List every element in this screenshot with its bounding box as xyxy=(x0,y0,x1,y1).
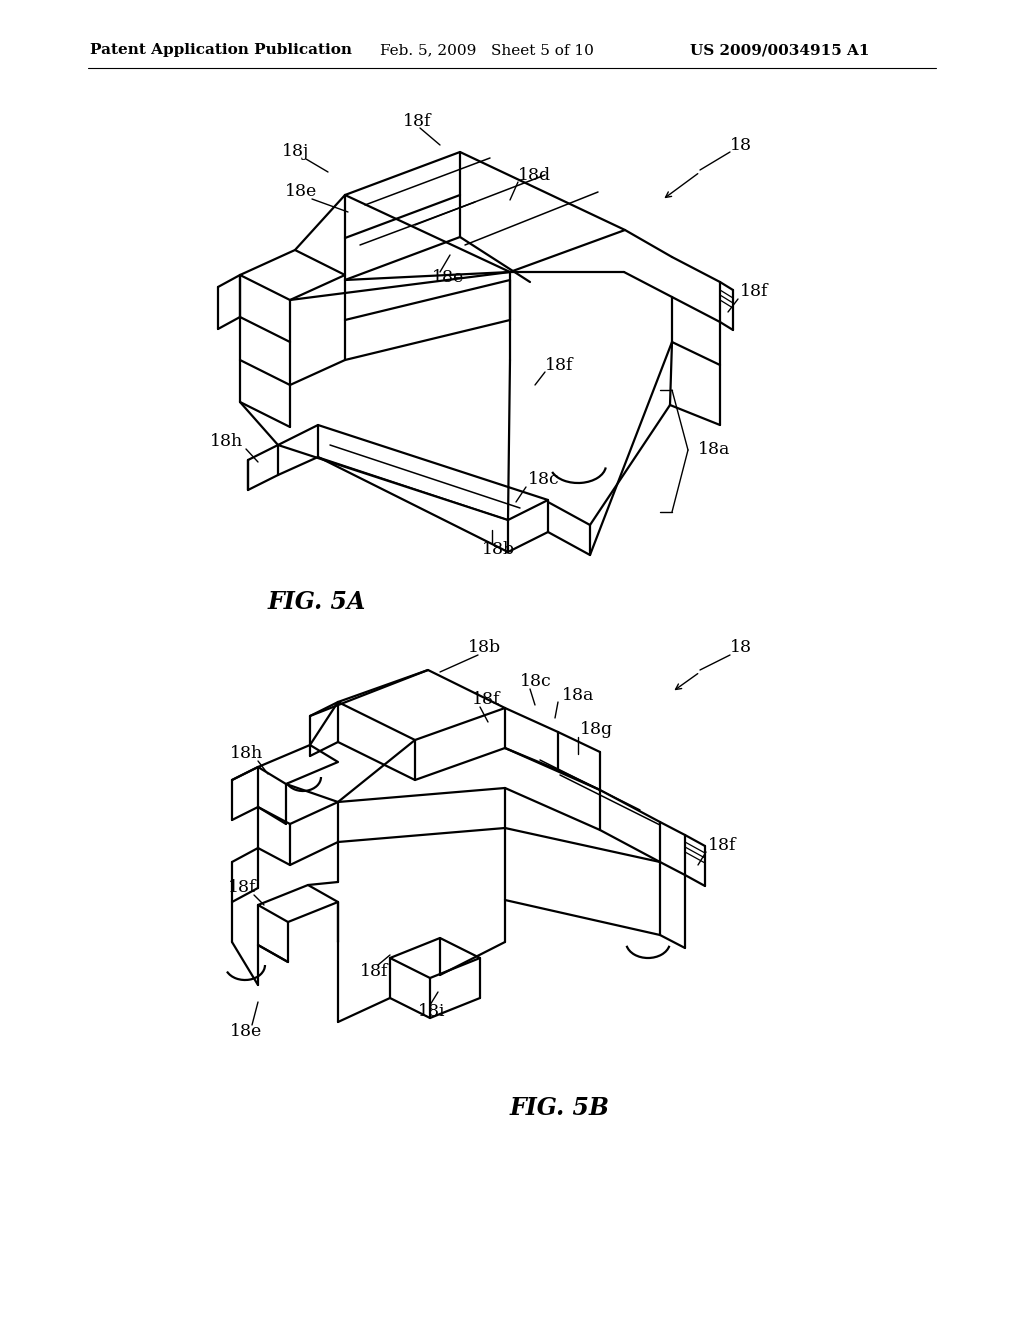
Text: Patent Application Publication: Patent Application Publication xyxy=(90,44,352,57)
Text: 18h: 18h xyxy=(210,433,244,450)
Text: 18b: 18b xyxy=(468,639,501,656)
Text: 18e: 18e xyxy=(432,269,464,286)
Text: Feb. 5, 2009   Sheet 5 of 10: Feb. 5, 2009 Sheet 5 of 10 xyxy=(380,44,594,57)
Text: US 2009/0034915 A1: US 2009/0034915 A1 xyxy=(690,44,869,57)
Text: 18f: 18f xyxy=(740,284,768,301)
Text: 18f: 18f xyxy=(708,837,736,854)
Text: 18c: 18c xyxy=(528,471,560,488)
Text: 18g: 18g xyxy=(580,722,613,738)
Text: 18c: 18c xyxy=(520,673,552,690)
Text: 18a: 18a xyxy=(562,686,594,704)
Text: 18a: 18a xyxy=(698,441,730,458)
Text: 18e: 18e xyxy=(230,1023,262,1040)
Text: 18b: 18b xyxy=(482,541,515,558)
Text: 18f: 18f xyxy=(545,356,573,374)
Text: 18j: 18j xyxy=(282,144,309,161)
Text: 18d: 18d xyxy=(518,166,551,183)
Text: 18e: 18e xyxy=(285,183,317,201)
Text: 18: 18 xyxy=(730,136,752,153)
Text: 18i: 18i xyxy=(418,1003,445,1020)
Text: 18: 18 xyxy=(730,639,752,656)
Text: FIG. 5B: FIG. 5B xyxy=(510,1096,610,1119)
Text: 18f: 18f xyxy=(228,879,256,896)
Text: 18h: 18h xyxy=(230,746,263,763)
Text: FIG. 5A: FIG. 5A xyxy=(268,590,367,614)
Text: 18f: 18f xyxy=(472,692,501,709)
Text: 18f: 18f xyxy=(360,964,388,981)
Text: 18f: 18f xyxy=(403,114,431,131)
